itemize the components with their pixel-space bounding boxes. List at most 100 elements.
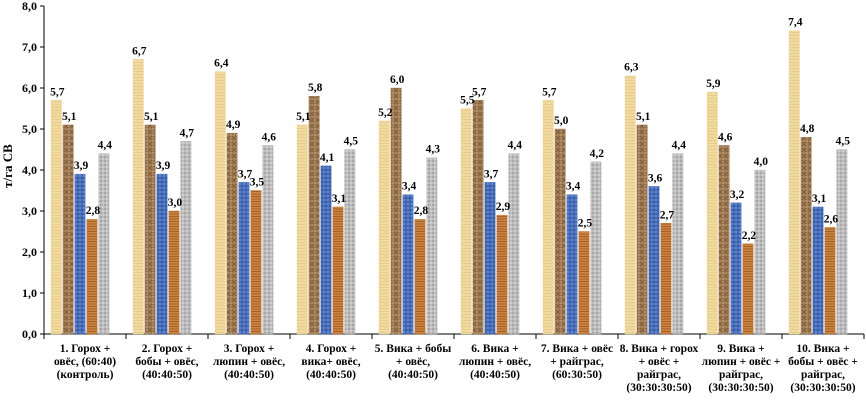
category-label: 8. Вика + горох + овёс + райграс, (30:30:30…	[620, 343, 699, 394]
bar-series-3-cat-9	[730, 202, 742, 335]
data-label: 2,7	[660, 209, 675, 221]
bar-series-3-cat-1	[74, 173, 86, 335]
bar-series-1-cat-3	[214, 71, 226, 335]
data-label: 3,4	[566, 181, 581, 193]
data-label: 3,7	[484, 168, 499, 180]
bar-series-1-cat-9	[706, 91, 718, 335]
bar-series-3-cat-8	[648, 186, 660, 335]
bar-series-4-cat-9	[742, 243, 754, 335]
bar-series-2-cat-4	[308, 95, 320, 335]
bar-series-2-cat-9	[718, 145, 730, 335]
bar-series-1-cat-8	[624, 75, 636, 335]
data-label: 4,7	[180, 127, 195, 139]
data-label: 5,1	[636, 111, 651, 123]
bar-series-4-cat-8	[660, 223, 672, 335]
data-label: 5,1	[144, 111, 159, 123]
data-label: 5,7	[542, 86, 557, 98]
y-tick-label: 3,0	[22, 204, 37, 218]
data-label: 5,7	[472, 86, 487, 98]
bar-series-5-cat-5	[426, 157, 438, 335]
data-label: 6,3	[624, 62, 639, 74]
bar-series-5-cat-4	[344, 149, 356, 335]
data-label: 4,0	[754, 156, 769, 168]
data-label: 4,9	[226, 119, 241, 131]
bar-series-2-cat-1	[62, 124, 74, 335]
data-label: 3,2	[730, 189, 745, 201]
data-label: 2,8	[414, 205, 429, 217]
bar-series-4-cat-3	[250, 190, 262, 335]
y-tick-label: 5,0	[22, 122, 37, 136]
bar-series-1-cat-2	[132, 59, 144, 335]
data-label: 3,7	[238, 168, 253, 180]
data-label: 4,5	[344, 136, 359, 148]
bar-series-3-cat-5	[402, 194, 414, 335]
data-label: 5,8	[308, 82, 323, 94]
category-label: 9. Вика + люпин + овёс + райграс, (30:30:30…	[702, 343, 781, 394]
data-label: 5,9	[706, 78, 721, 90]
data-label: 5,1	[62, 111, 77, 123]
category-label: 3. Горох + люпин + овёс, (40:40:50)	[213, 343, 285, 381]
bar-series-5-cat-3	[262, 145, 274, 335]
category-labels: 1. Горох + овёс, (60:40) (контроль) 2. Горо…	[54, 343, 858, 394]
data-label: 5,7	[50, 86, 65, 98]
y-tick-label: 4,0	[22, 163, 37, 177]
bar-series-4-cat-4	[332, 206, 344, 335]
data-label: 3,9	[156, 160, 171, 172]
y-tick-label: 7,0	[22, 40, 37, 54]
bar-series-5-cat-2	[180, 141, 192, 335]
data-label: 4,5	[836, 136, 851, 148]
data-label: 4,4	[672, 140, 687, 152]
data-label: 6,7	[132, 45, 147, 57]
data-label: 6,4	[214, 58, 229, 70]
data-label: 4,4	[98, 140, 113, 152]
bar-series-4-cat-2	[168, 210, 180, 335]
bar-series-3-cat-4	[320, 165, 332, 335]
data-label: 3,5	[250, 177, 265, 189]
data-label: 5,1	[296, 111, 311, 123]
data-label: 3,1	[812, 193, 827, 205]
data-label: 5,2	[378, 107, 393, 119]
bar-series-3-cat-10	[812, 206, 824, 335]
bar-series-3-cat-3	[238, 182, 250, 335]
y-tick-label: 1,0	[22, 286, 37, 300]
data-label: 4,3	[426, 144, 441, 156]
category-label: 6. Вика + люпин + овёс, (40:40:50)	[459, 343, 531, 381]
data-label: 3,4	[402, 181, 417, 193]
bar-series-4-cat-10	[824, 227, 836, 335]
y-tick-label: 2,0	[22, 245, 37, 259]
bar-series-2-cat-7	[554, 128, 566, 335]
data-label: 2,6	[824, 213, 839, 225]
bar-series-4-cat-6	[496, 214, 508, 335]
y-tick-label: 6,0	[22, 81, 37, 95]
bar-series-4-cat-7	[578, 231, 590, 335]
data-label: 4,2	[590, 148, 605, 160]
bar-series-5-cat-10	[836, 149, 848, 335]
bar-series-4-cat-1	[86, 218, 98, 335]
bar-series-2-cat-2	[144, 124, 156, 335]
data-label: 6,0	[390, 74, 405, 86]
category-label: 10. Вика + бобы + овёс + райграс, (30:30:30…	[788, 343, 858, 394]
category-label: 5. Вика + бобы + овёс, (40:40:50)	[375, 343, 451, 381]
bar-series-1-cat-5	[378, 120, 390, 335]
data-labels: 5,75,13,92,84,46,75,13,93,04,76,44,93,73…	[50, 17, 850, 242]
bar-series-1-cat-7	[542, 100, 554, 335]
bar-series-5-cat-1	[98, 153, 110, 335]
bar-series-2-cat-10	[800, 136, 812, 335]
bar-series-1-cat-1	[50, 100, 62, 335]
data-label: 7,4	[788, 17, 803, 29]
bar-series-3-cat-7	[566, 194, 578, 335]
bar-series-5-cat-6	[508, 153, 520, 335]
bar-series-2-cat-6	[472, 100, 484, 335]
data-label: 4,8	[800, 123, 815, 135]
bar-series-3-cat-2	[156, 173, 168, 335]
bar-series-1-cat-6	[460, 108, 472, 335]
category-label: 7. Вика + овёс + райграс, (60:30:50)	[541, 343, 613, 381]
data-label: 4,1	[320, 152, 335, 164]
bars	[50, 30, 848, 335]
data-label: 3,9	[74, 160, 89, 172]
y-tick-label: 0,0	[22, 327, 37, 341]
bar-series-2-cat-5	[390, 87, 402, 335]
category-label: 1. Горох + овёс, (60:40) (контроль)	[54, 343, 116, 381]
data-label: 5,0	[554, 115, 569, 127]
category-label: 4. Горох + вика+ овёс, (40:40:50)	[301, 343, 360, 381]
